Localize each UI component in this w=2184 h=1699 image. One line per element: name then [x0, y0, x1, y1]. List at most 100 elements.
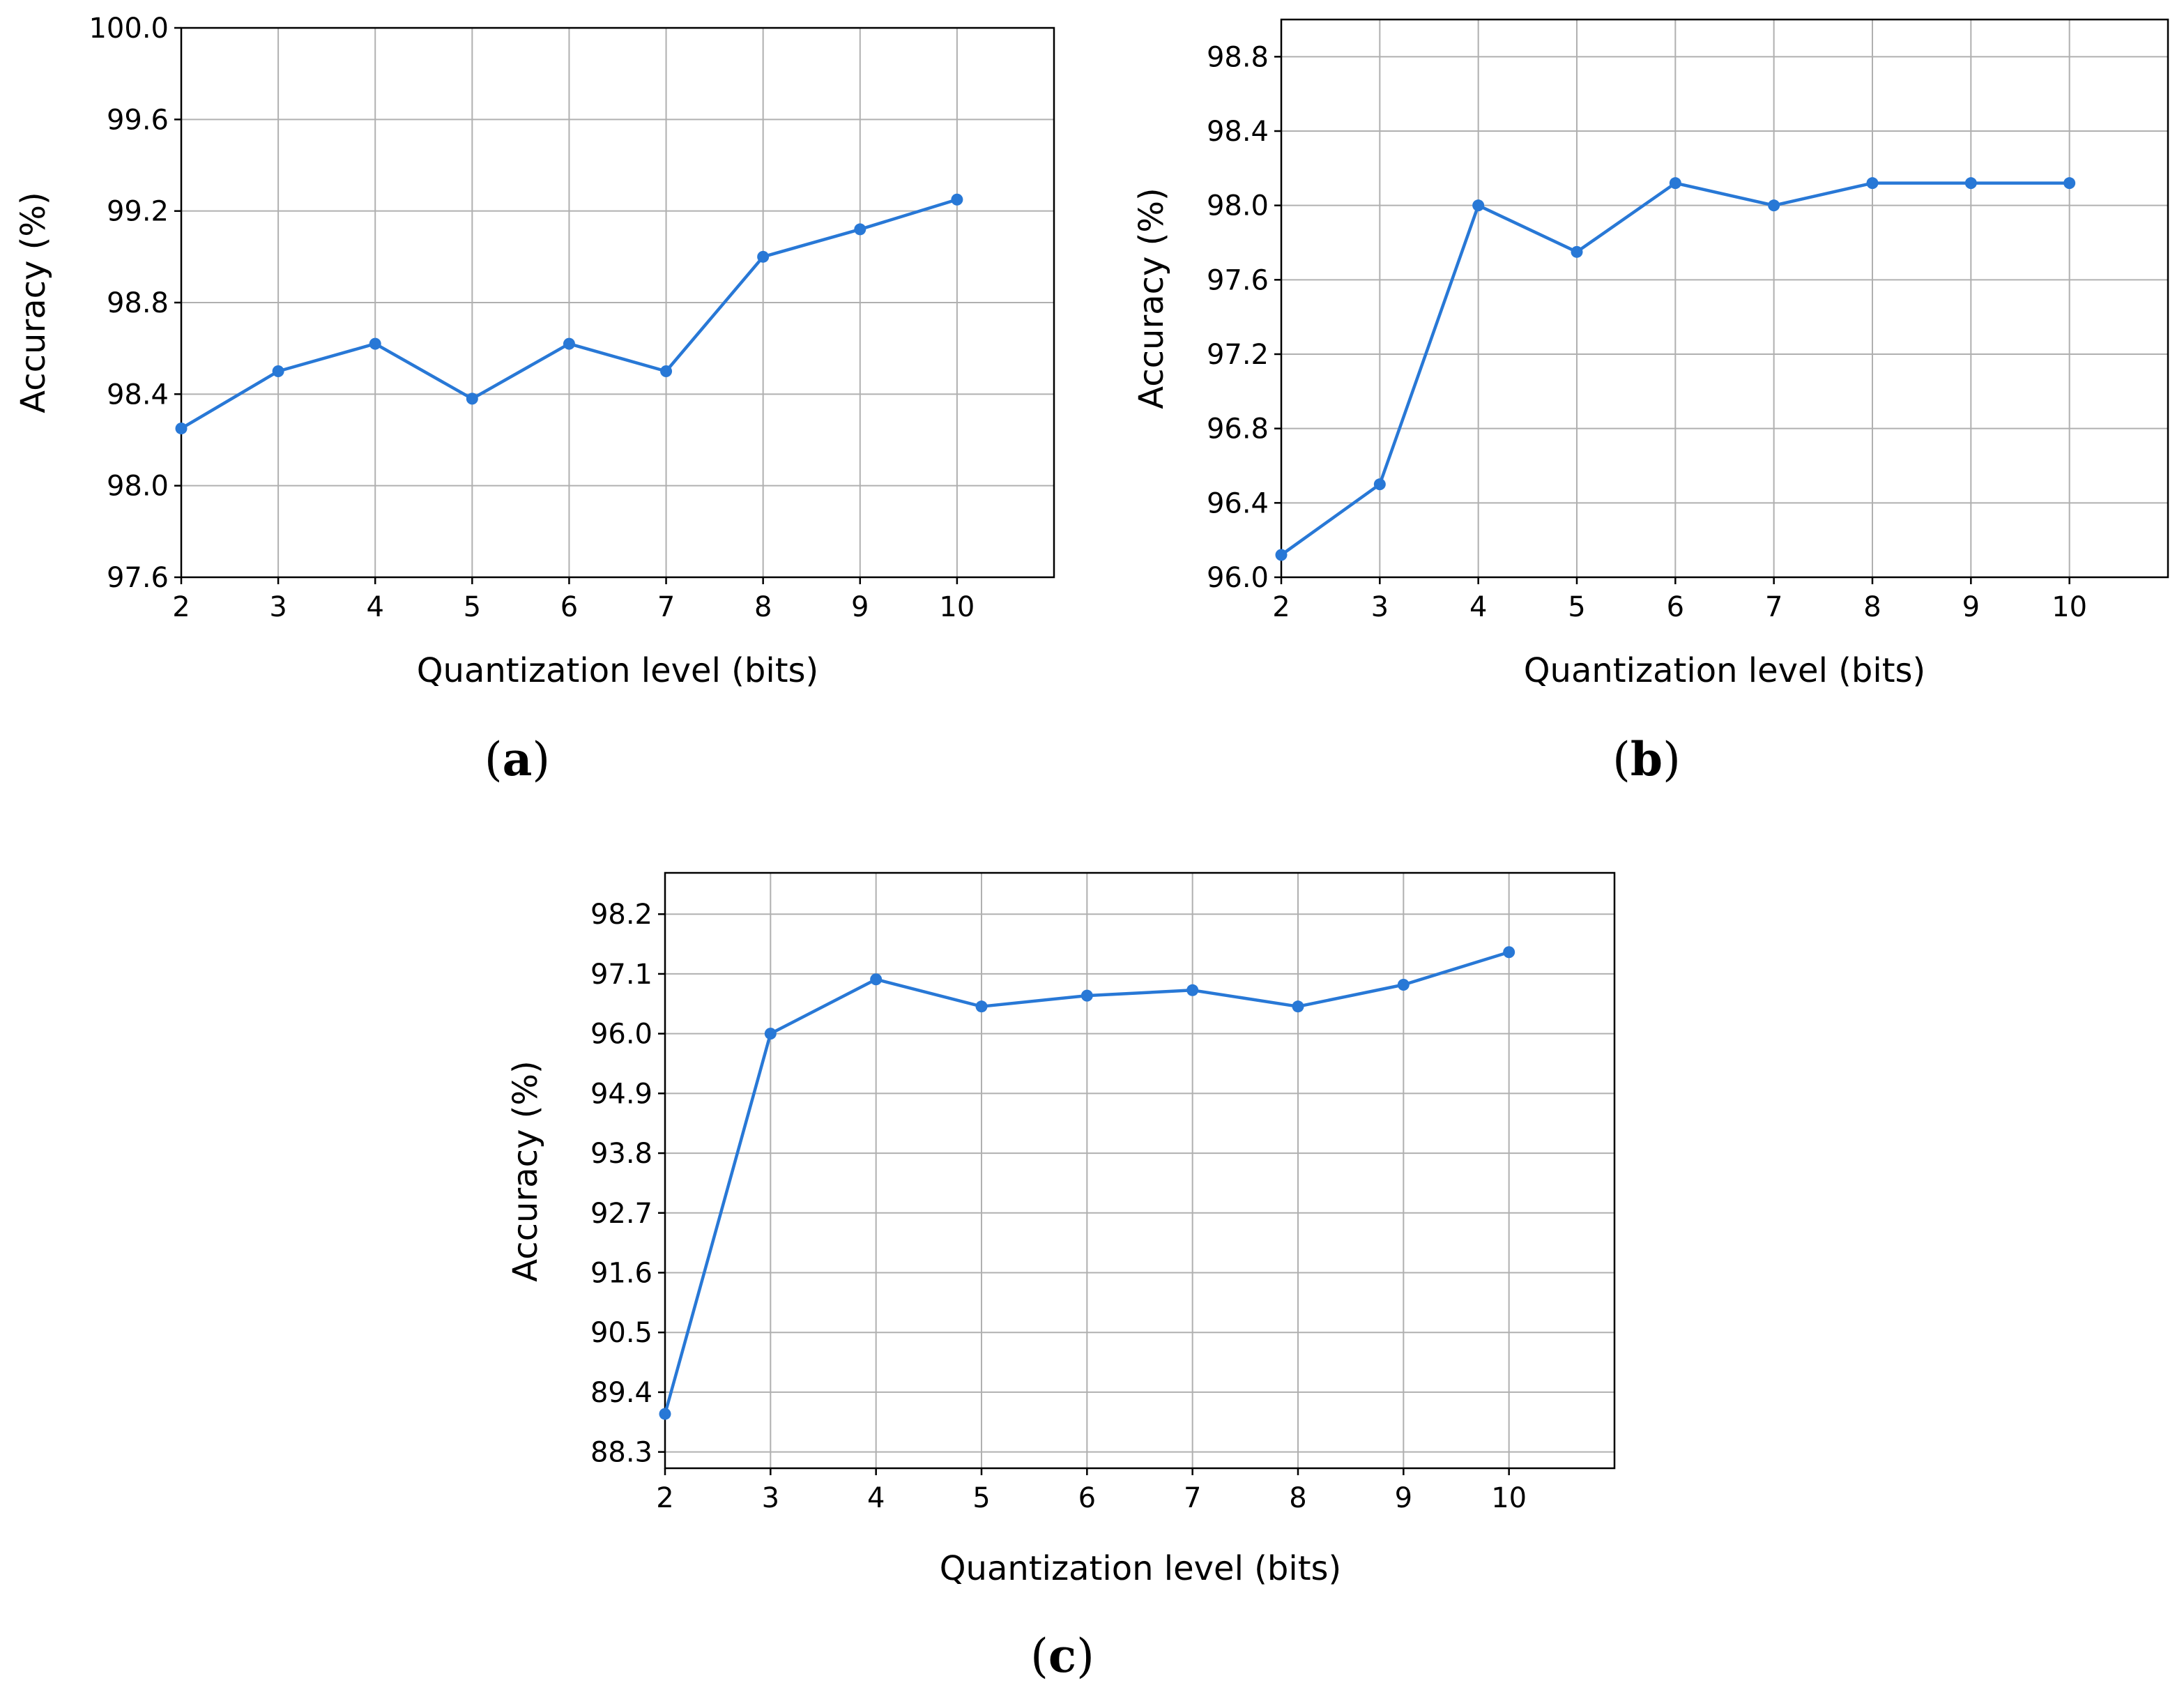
- chart-b-caption-letter: b: [1631, 732, 1663, 786]
- chart-c-x-tick-label: 9: [1395, 1482, 1412, 1514]
- chart-b-data-point: [1669, 177, 1681, 190]
- chart-c-y-tick-label: 96.0: [590, 1019, 652, 1051]
- chart-a-x-tick-label: 6: [560, 591, 578, 623]
- chart-c-x-tick-label: 8: [1289, 1482, 1306, 1514]
- chart-b-data-point: [1571, 245, 1583, 258]
- chart-a-x-tick-label: 7: [657, 591, 675, 623]
- chart-a-y-tick-label: 98.8: [107, 287, 169, 319]
- chart-b-data-point: [2063, 177, 2076, 190]
- chart-a-y-tick-label: 98.4: [107, 379, 169, 411]
- chart-b-x-tick-label: 9: [1962, 591, 1980, 623]
- chart-c-y-tick-label: 93.8: [590, 1138, 652, 1170]
- chart-b-data-point: [1964, 177, 1977, 190]
- chart-a-data-point: [563, 337, 575, 350]
- chart-a-caption: (a): [484, 732, 550, 786]
- chart-b-caption: (b): [1612, 732, 1681, 786]
- chart-b-data-point: [1472, 199, 1485, 212]
- chart-c-data-point: [975, 1000, 988, 1013]
- chart-c-data-point: [1397, 979, 1410, 991]
- chart-a-y-axis-label: Accuracy (%): [14, 192, 53, 413]
- chart-b-y-tick-label: 96.8: [1207, 413, 1269, 445]
- chart-c-y-axis-label: Accuracy (%): [506, 1060, 545, 1281]
- chart-a-y-tick-label: 97.6: [107, 562, 169, 594]
- chart-b-caption-close: ): [1663, 733, 1681, 786]
- chart-a-x-tick-label: 2: [172, 591, 190, 623]
- chart-b-x-tick-label: 6: [1667, 591, 1684, 623]
- chart-c-x-tick-label: 6: [1078, 1482, 1096, 1514]
- chart-a-x-tick-label: 4: [366, 591, 383, 623]
- chart-c-caption-letter: c: [1048, 1629, 1076, 1683]
- chart-a: 97.6 98.0 98.4 98.8 99.2 99.6 100.0 2 3 4 5 6 7 8 9 10…: [14, 13, 1055, 786]
- chart-b-y-tick-label: 98.4: [1207, 116, 1269, 148]
- chart-c-y-tick-label: 98.2: [590, 899, 652, 931]
- chart-c-x-tick-label: 7: [1184, 1482, 1201, 1514]
- chart-b-y-axis-label: Accuracy (%): [1132, 188, 1171, 409]
- chart-c-data-point: [1186, 984, 1199, 996]
- chart-b-y-tick-label: 96.4: [1207, 487, 1269, 519]
- chart-a-data-point: [757, 250, 770, 263]
- chart-b-x-tick-label: 3: [1371, 591, 1389, 623]
- chart-a-data-point: [951, 193, 963, 206]
- chart-c-x-axis-label: Quantization level (bits): [940, 1549, 1342, 1588]
- chart-a-caption-letter: a: [503, 732, 533, 786]
- chart-a-x-tick-label: 8: [754, 591, 772, 623]
- chart-c-data-point: [659, 1408, 671, 1420]
- chart-b-x-tick-label: 2: [1272, 591, 1290, 623]
- chart-c-y-tick-label: 94.9: [590, 1078, 652, 1110]
- chart-c-y-ticks: 88.3 89.4 90.5 91.6 92.7 93.8 94.9 96.0 97.1 98.2: [590, 899, 665, 1469]
- chart-b-x-axis-label: Quantization level (bits): [1524, 651, 1926, 690]
- chart-c-caption-open: (: [1030, 1629, 1048, 1683]
- chart-c-x-tick-label: 2: [656, 1482, 673, 1514]
- chart-b-series: [1275, 177, 2076, 561]
- chart-c-plot-frame: [664, 871, 1616, 1470]
- chart-a-data-point: [660, 365, 673, 377]
- chart-a-y-tick-label: 99.6: [107, 104, 169, 136]
- chart-b-x-tick-label: 4: [1469, 591, 1487, 623]
- chart-b: 96.0 96.4 96.8 97.2 97.6 98.0 98.4 98.8 2 3 4 5 6 7 8…: [1132, 18, 2169, 786]
- chart-c-data-point: [764, 1028, 777, 1040]
- chart-a-x-tick-label: 3: [269, 591, 287, 623]
- chart-c-y-tick-label: 92.7: [590, 1198, 652, 1230]
- chart-b-data-point: [1373, 478, 1386, 491]
- chart-b-y-ticks: 96.0 96.4 96.8 97.2 97.6 98.0 98.4 98.8: [1207, 41, 1281, 594]
- chart-b-x-tick-label: 5: [1568, 591, 1585, 623]
- chart-c-y-tick-label: 89.4: [590, 1377, 652, 1409]
- chart-c-data-point: [870, 973, 883, 986]
- chart-c-x-tick-label: 4: [867, 1482, 885, 1514]
- chart-b-data-point: [1768, 199, 1780, 212]
- chart-a-data-point: [466, 393, 478, 405]
- chart-b-data-point: [1866, 177, 1879, 190]
- chart-c-caption: (c): [1030, 1629, 1094, 1683]
- chart-a-series: [175, 193, 963, 435]
- chart-a-data-point: [854, 223, 866, 236]
- chart-b-x-ticks: 2 3 4 5 6 7 8 9 10: [1272, 577, 2087, 623]
- chart-a-y-tick-label: 98.0: [107, 471, 169, 503]
- chart-c-y-tick-label: 88.3: [590, 1437, 652, 1469]
- chart-c-data-point: [1292, 1000, 1304, 1013]
- chart-b-y-tick-label: 97.2: [1207, 339, 1269, 371]
- chart-c-data-point: [1080, 989, 1093, 1002]
- chart-c-x-tick-label: 3: [762, 1482, 779, 1514]
- chart-a-data-point: [272, 365, 284, 377]
- chart-b-x-tick-label: 10: [2052, 591, 2087, 623]
- chart-c-x-tick-label: 10: [1491, 1482, 1527, 1514]
- chart-a-data-point: [369, 337, 381, 350]
- chart-a-x-tick-label: 9: [851, 591, 869, 623]
- chart-a-gridlines: [181, 27, 1054, 578]
- chart-b-data-point: [1275, 549, 1288, 561]
- chart-b-plot-frame: [1280, 18, 2169, 579]
- chart-a-x-axis-label: Quantization level (bits): [417, 651, 819, 690]
- chart-a-x-ticks: 2 3 4 5 6 7 8 9 10: [172, 577, 975, 623]
- chart-a-x-tick-label: 10: [939, 591, 975, 623]
- chart-b-y-tick-label: 96.0: [1207, 562, 1269, 594]
- chart-a-data-point: [175, 422, 188, 435]
- chart-b-y-tick-label: 98.0: [1207, 190, 1269, 222]
- chart-a-caption-close: ): [532, 733, 550, 786]
- chart-c-x-tick-label: 5: [972, 1482, 990, 1514]
- chart-a-y-tick-label: 100.0: [89, 13, 169, 45]
- chart-c-caption-close: ): [1076, 1629, 1094, 1683]
- chart-b-gridlines: [1281, 20, 2168, 578]
- chart-a-y-tick-label: 99.2: [107, 196, 169, 228]
- chart-a-x-tick-label: 5: [464, 591, 481, 623]
